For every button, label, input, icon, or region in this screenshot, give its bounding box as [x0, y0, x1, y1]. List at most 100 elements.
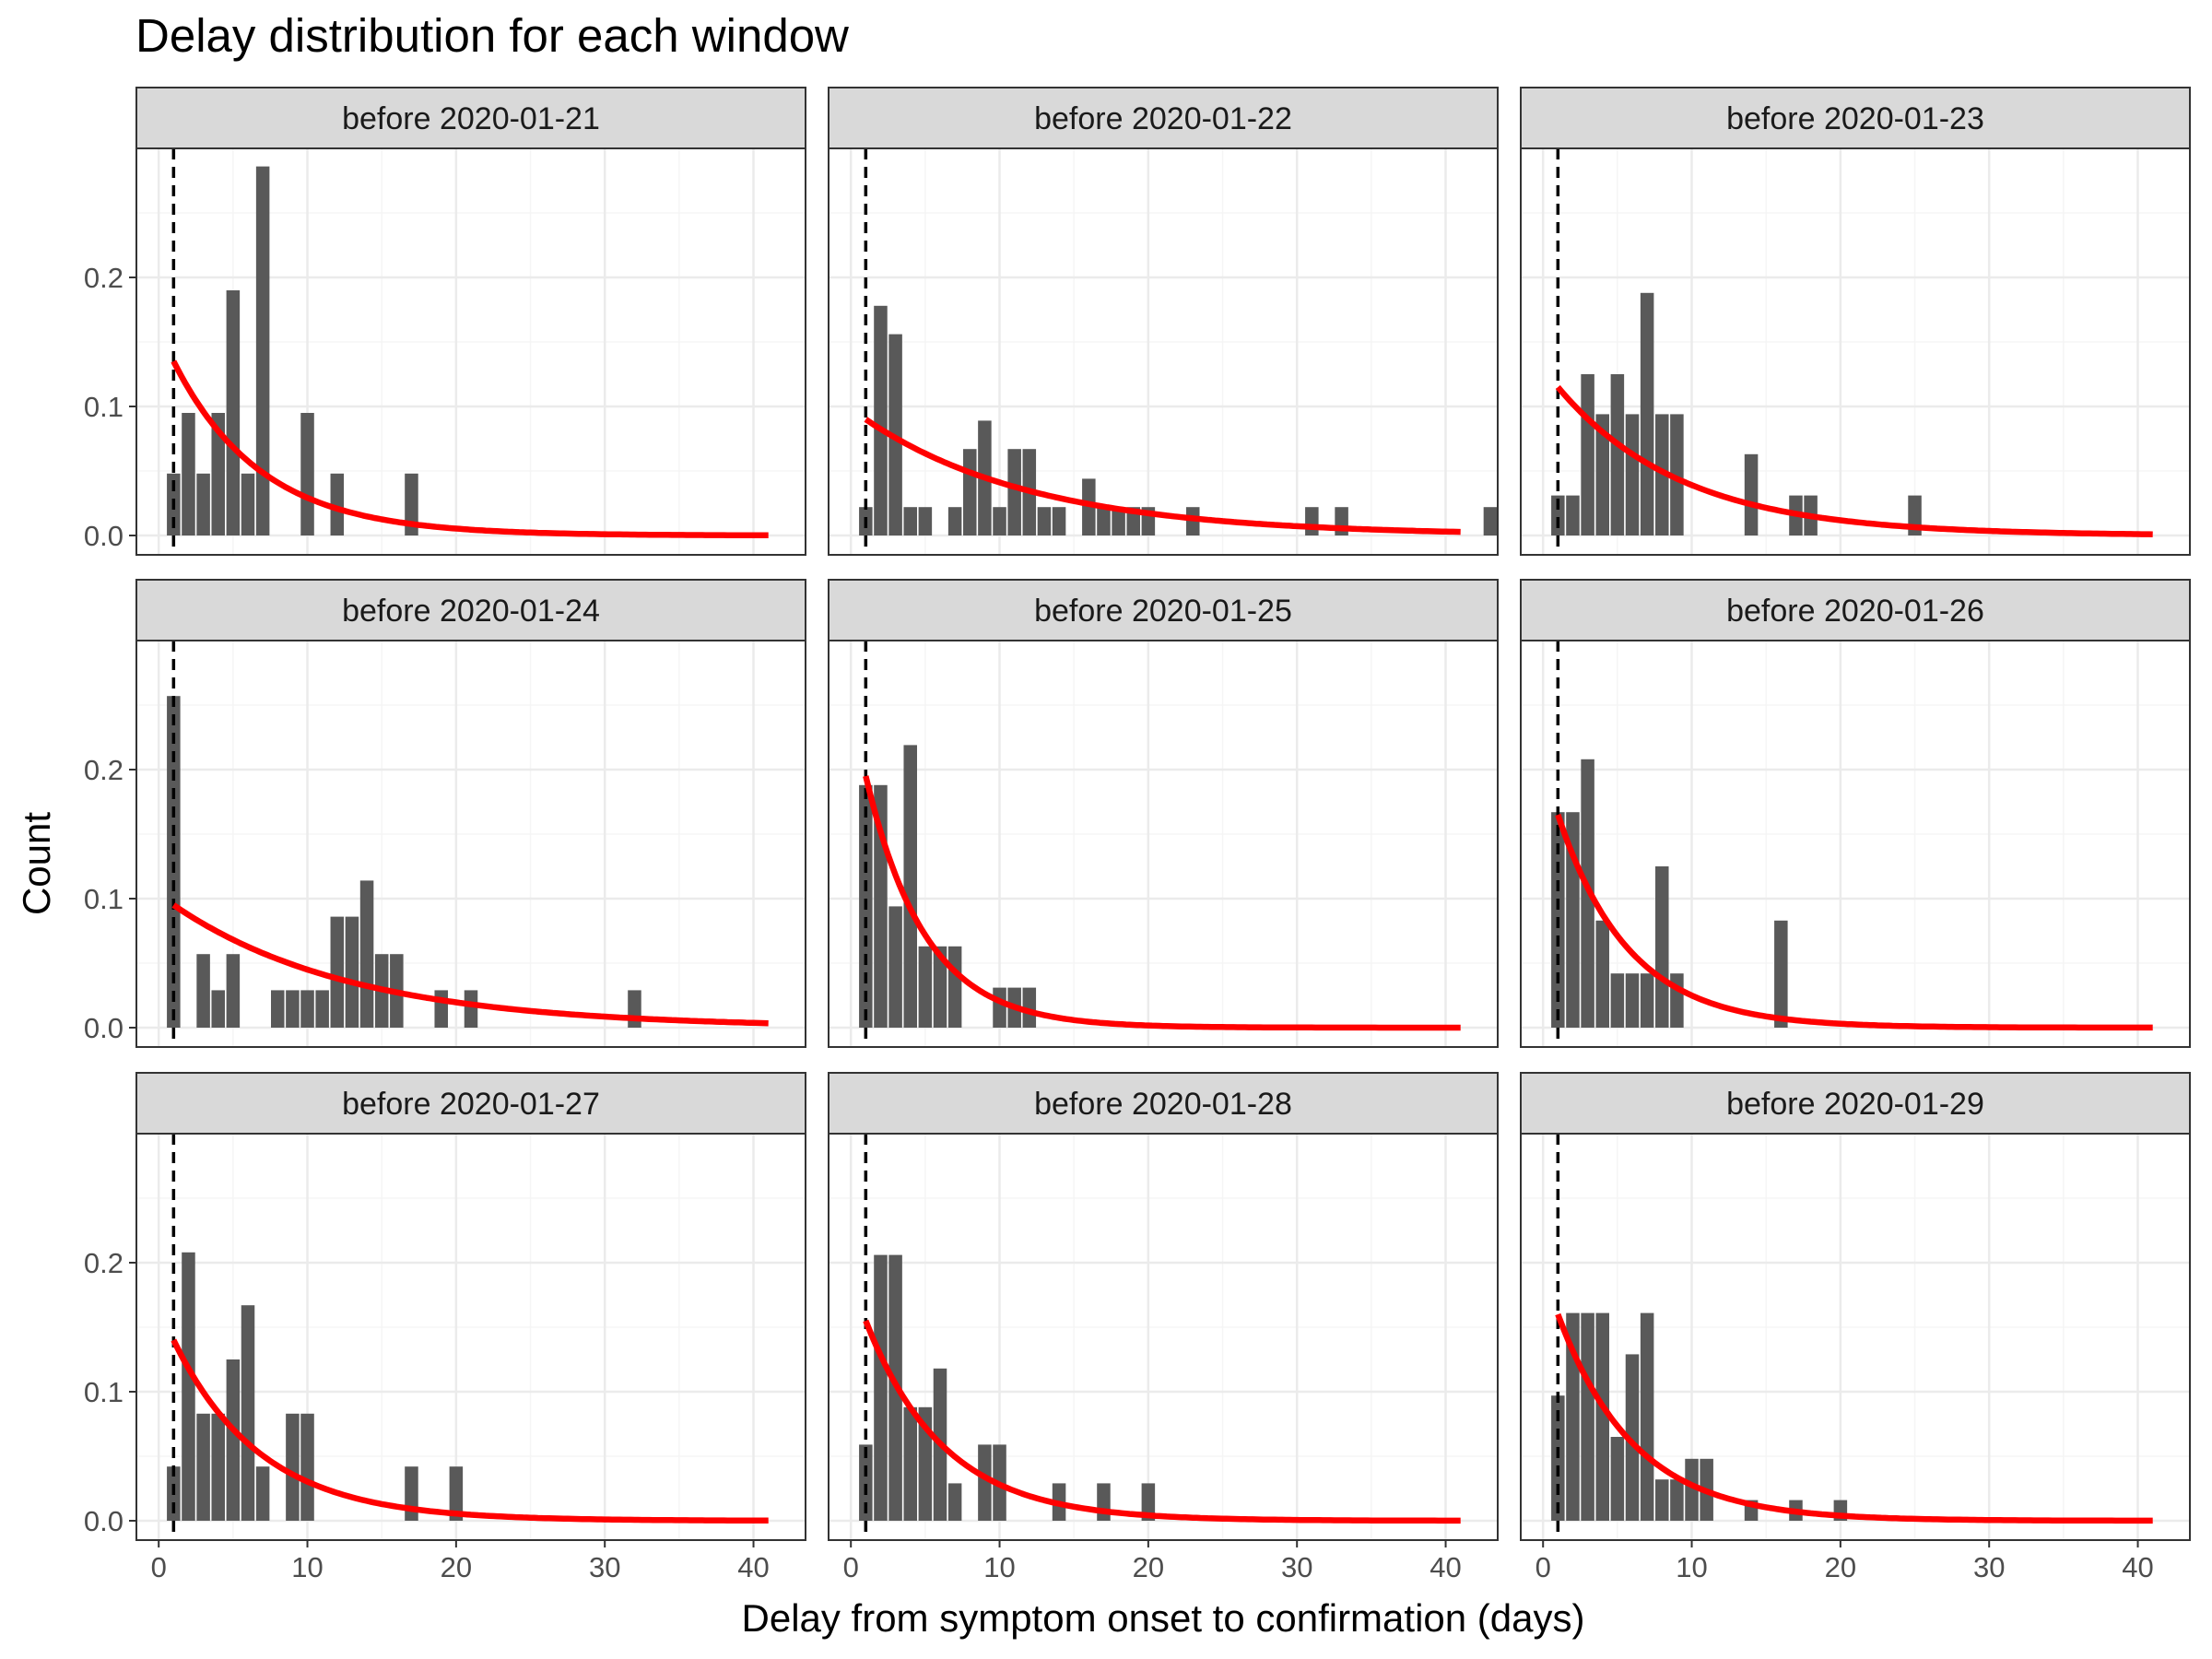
histogram-bar [1141, 1483, 1156, 1521]
histogram-bar [286, 1413, 300, 1521]
facet-strip [135, 579, 806, 641]
histogram-bar [449, 1466, 464, 1521]
histogram-bar [182, 413, 195, 535]
histogram-bar [196, 954, 210, 1028]
histogram-bar [888, 906, 902, 1028]
facet-strip [1520, 87, 2191, 149]
x-tick-label: 10 [983, 1551, 1015, 1583]
histogram-bar [859, 1444, 873, 1521]
histogram-bar [1581, 374, 1594, 535]
x-tick-label: 30 [1281, 1551, 1312, 1583]
histogram-bar [1082, 478, 1096, 535]
x-tick-label: 30 [1973, 1551, 2005, 1583]
x-tick-label: 20 [1133, 1551, 1164, 1583]
facet-strip-label: before 2020-01-21 [342, 101, 600, 136]
facet-strip-label: before 2020-01-27 [342, 1087, 600, 1122]
histogram-bar [226, 954, 241, 1028]
fitted-exponential-curve [864, 417, 1461, 535]
histogram-bar [286, 990, 300, 1028]
fitted-exponential-curve [171, 359, 769, 539]
histogram-bar [1610, 1437, 1625, 1521]
panel-border [1520, 147, 2191, 556]
facet-panel-8: before 2020-01-28 0 10 20 30 40 [828, 1072, 1499, 1583]
facet-panel-9: before 2020-01-29 0 10 20 30 40 [1520, 1072, 2191, 1583]
panel-border [1520, 1133, 2191, 1541]
y-tick-label: 0.1 [84, 391, 124, 423]
facet-panel-7: before 2020-01-27 0.0 0.1 0.2 0 10 20 30 40 [84, 1072, 806, 1583]
histogram-bar [1640, 973, 1654, 1028]
histogram-bar [1483, 507, 1498, 535]
histogram-bar [947, 507, 962, 535]
facet-strip [135, 87, 806, 149]
facet-strip [828, 87, 1499, 149]
histogram-bar [226, 290, 241, 535]
y-tick-label: 0.0 [84, 1012, 124, 1044]
panel-border [828, 147, 1499, 556]
histogram-bar [330, 916, 345, 1028]
histogram-bar [182, 1252, 195, 1521]
histogram-bar [405, 473, 418, 535]
facet-strip-label: before 2020-01-24 [342, 594, 600, 629]
histogram-bar [315, 990, 329, 1028]
histogram-bar [464, 990, 478, 1028]
histogram-bar [405, 1466, 418, 1521]
facet-strip-label: before 2020-01-22 [1034, 101, 1292, 136]
histogram-bar [1670, 414, 1684, 535]
x-tick-label: 10 [291, 1551, 323, 1583]
fitted-exponential-curve [863, 775, 1461, 1031]
histogram-bar [300, 1413, 314, 1521]
y-tick-label: 0.0 [84, 1505, 124, 1537]
y-tick-label: 0.1 [84, 883, 124, 915]
panel-border [828, 640, 1499, 1048]
facet-strip-label: before 2020-01-26 [1726, 594, 1984, 629]
histogram-bars [167, 1252, 464, 1521]
facet-strip [135, 1072, 806, 1135]
histogram-bar [241, 1305, 255, 1521]
panel-border [135, 147, 806, 556]
histogram-bar [1625, 973, 1640, 1028]
histogram-bar [1595, 1312, 1609, 1521]
histogram-bar [903, 745, 917, 1028]
histogram-bar [241, 473, 255, 535]
histogram-bar [1097, 1483, 1111, 1521]
histogram-bar [947, 1483, 962, 1521]
fitted-exponential-curve [1555, 1312, 2153, 1524]
x-tick-label: 10 [1676, 1551, 1707, 1583]
histogram-bar [874, 305, 888, 535]
histogram-bar [359, 880, 374, 1028]
histogram-bar [1610, 374, 1625, 535]
histogram-bar [300, 413, 314, 535]
facet-strip-label: before 2020-01-28 [1034, 1087, 1292, 1122]
panel-border [1520, 640, 2191, 1048]
histogram-bar [1022, 987, 1037, 1028]
facet-strip-label: before 2020-01-23 [1726, 101, 1984, 136]
histogram-bar [978, 1444, 992, 1521]
histogram-bar [933, 946, 947, 1028]
histogram-bars [859, 305, 1498, 535]
x-tick-label: 20 [441, 1551, 472, 1583]
histogram-bars [167, 696, 641, 1028]
histogram-bar [1610, 973, 1625, 1028]
x-tick-label: 30 [589, 1551, 620, 1583]
facet-panel-4: before 2020-01-24 0.0 0.1 0.2 [84, 579, 806, 1048]
histogram-bar [903, 1406, 917, 1521]
y-tick-label: 0.0 [84, 520, 124, 552]
histogram-bar [1551, 1395, 1565, 1521]
histogram-bar [1670, 1479, 1684, 1521]
histogram-bar [211, 1413, 225, 1521]
panel-background [136, 641, 806, 1047]
histogram-bar [300, 990, 314, 1028]
histogram-bar [226, 1359, 241, 1521]
histogram-bar [1640, 292, 1654, 535]
histogram-bar [1655, 1479, 1669, 1521]
x-tick-label: 40 [1430, 1551, 1461, 1583]
x-tick-label: 0 [843, 1551, 859, 1583]
histogram-bar [993, 507, 1006, 535]
chart-title: Delay distribution for each window [135, 9, 849, 62]
histogram-bar [255, 1466, 270, 1521]
histogram-bar [993, 987, 1006, 1028]
fitted-exponential-curve [1555, 813, 2153, 1031]
histogram-bar [1566, 495, 1580, 535]
histogram-bar [255, 166, 270, 535]
histogram-bar [211, 413, 225, 535]
